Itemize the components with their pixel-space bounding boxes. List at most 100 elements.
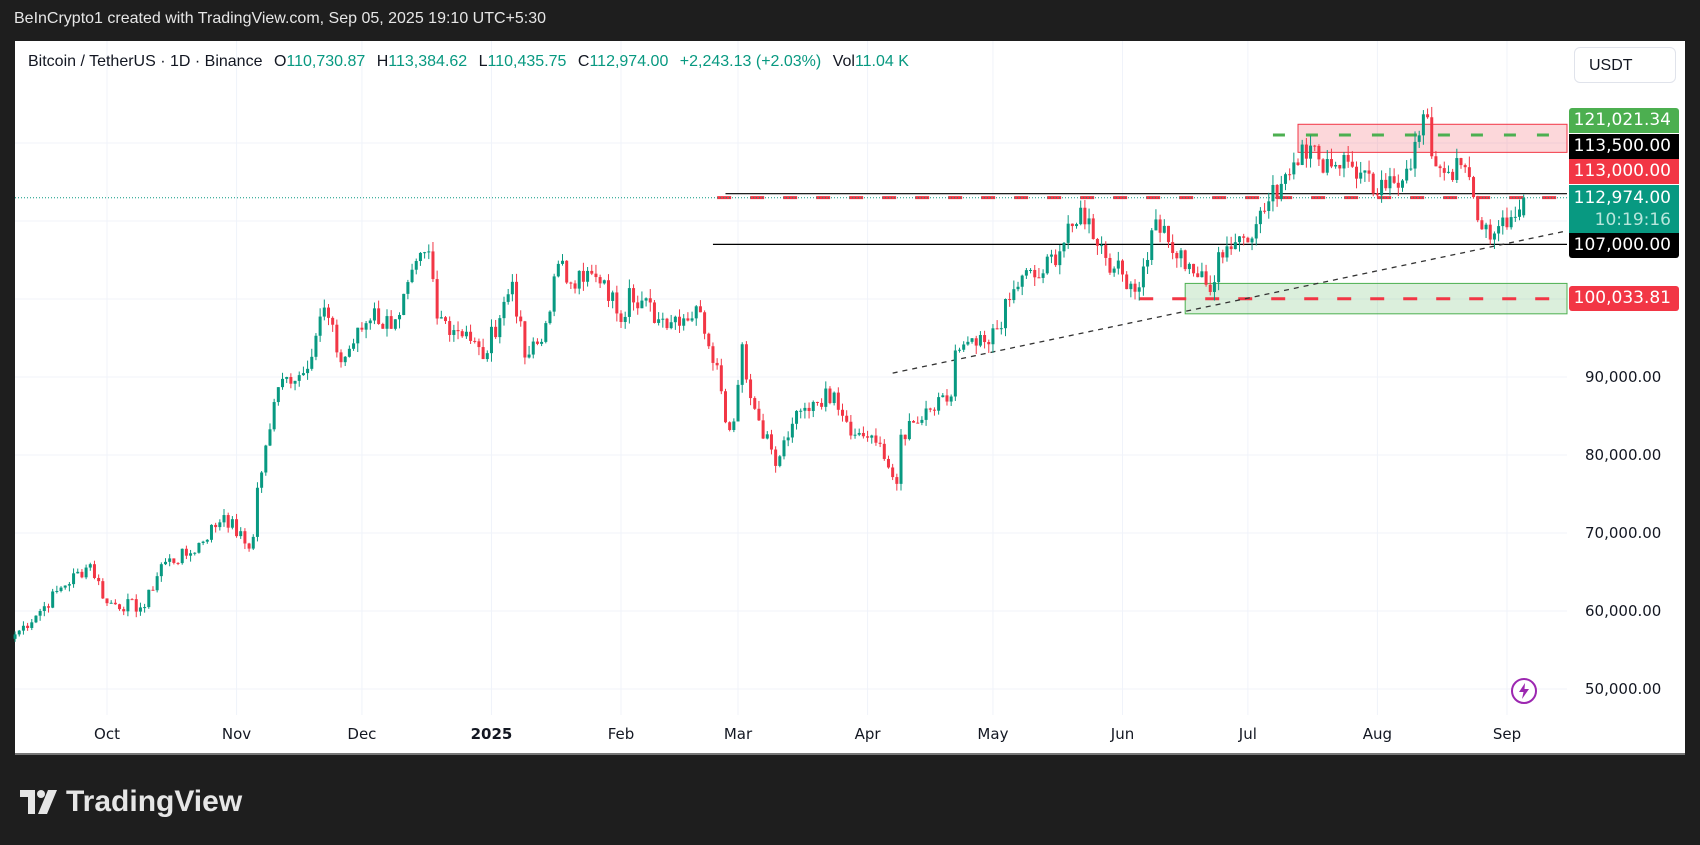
candle-body — [782, 440, 786, 457]
candle-body — [339, 352, 343, 363]
candle-body — [527, 354, 531, 358]
high-value: 113,384.62 — [388, 53, 468, 70]
symbol-legend: Bitcoin / TetherUS · 1D · Binance O110,7… — [28, 53, 909, 71]
candle-body — [552, 276, 556, 312]
candle-body — [765, 434, 769, 439]
candle-body — [1492, 233, 1496, 240]
candle-body — [795, 410, 799, 424]
candle-body — [226, 515, 230, 528]
candle-body — [1150, 230, 1154, 260]
candle-body — [1108, 257, 1112, 273]
candle-body — [636, 302, 640, 309]
candle-body — [159, 564, 163, 577]
candle-body — [732, 421, 736, 431]
candle-body — [97, 577, 101, 582]
candle-body — [598, 277, 602, 284]
candle-body — [38, 611, 42, 616]
candle-body — [1392, 176, 1396, 183]
candle-body — [1338, 164, 1342, 169]
candle-body — [1396, 182, 1400, 188]
candle-body — [619, 313, 623, 323]
candle-body — [21, 625, 25, 631]
candle-body — [498, 318, 502, 338]
candle-body — [59, 587, 63, 591]
candle-body — [1321, 159, 1325, 173]
candle-body — [1275, 184, 1279, 200]
candle-body — [611, 292, 615, 301]
candle-body — [1304, 144, 1308, 159]
candle-body — [314, 335, 318, 357]
candle-body — [326, 307, 330, 318]
candle-body — [1472, 177, 1476, 198]
candle-body — [515, 281, 519, 317]
candle-body — [1430, 117, 1434, 157]
candle-body — [719, 365, 723, 392]
candle-body — [1497, 226, 1501, 234]
candle-body — [255, 487, 259, 537]
candle-body — [920, 419, 924, 423]
candle-body — [1087, 218, 1091, 225]
candle-body — [1238, 236, 1242, 243]
candle-body — [46, 606, 50, 608]
candle-body — [807, 407, 811, 412]
candle-body — [1509, 217, 1513, 228]
symbol-name[interactable]: Bitcoin / TetherUS · 1D · Binance — [28, 53, 263, 70]
candle-body — [464, 331, 468, 337]
candle-body — [506, 294, 510, 302]
tradingview-logo[interactable]: TradingView — [20, 785, 242, 819]
candle-body — [448, 321, 452, 335]
trendline — [892, 230, 1566, 374]
candle-body — [72, 573, 76, 585]
candle-body — [205, 539, 209, 542]
open-label: O — [273, 53, 287, 70]
candle-body — [502, 301, 506, 319]
candle-body — [1075, 224, 1079, 227]
candle-body — [1501, 217, 1505, 227]
candle-body — [820, 402, 824, 407]
candle-body — [640, 300, 644, 309]
candle-body — [928, 408, 932, 410]
candle-body — [88, 564, 92, 568]
candle-body — [1058, 251, 1062, 266]
target-price-label: 121,021.34 — [1569, 108, 1679, 133]
candle-body — [168, 558, 172, 562]
candle-body — [385, 316, 389, 329]
candle-body — [1375, 193, 1379, 196]
candle-body — [1313, 145, 1317, 147]
currency-button[interactable]: USDT — [1574, 47, 1676, 83]
candle-body — [1141, 266, 1145, 288]
candle-body — [799, 410, 803, 412]
candle-body — [473, 340, 477, 342]
candle-body — [1029, 269, 1033, 271]
candle-body — [1513, 216, 1517, 218]
candle-body — [866, 436, 870, 438]
candle-body — [235, 519, 239, 537]
candle-body — [1292, 162, 1296, 175]
candle-body — [343, 356, 347, 363]
candle-body — [1104, 245, 1108, 258]
candle-body — [1154, 219, 1158, 231]
candle-body — [1066, 223, 1070, 243]
candle-body — [510, 281, 514, 295]
candle-body — [63, 585, 67, 588]
chart-panel[interactable] — [15, 41, 1685, 755]
candle-body — [443, 317, 447, 322]
lightning-icon[interactable] — [1510, 677, 1538, 705]
candle-body — [230, 519, 234, 528]
candle-body — [34, 615, 38, 623]
candle-body — [331, 317, 335, 325]
candle-body — [1100, 245, 1104, 247]
candle-body — [845, 415, 849, 422]
candle-body — [1480, 220, 1484, 230]
candle-body — [665, 318, 669, 329]
candle-body — [632, 288, 636, 303]
candle-body — [113, 602, 117, 605]
candle-body — [565, 260, 569, 283]
candle-body — [874, 435, 878, 443]
candle-body — [377, 308, 381, 324]
candle-body — [882, 443, 886, 459]
tradingview-logo-icon — [20, 790, 57, 814]
candle-body — [1271, 184, 1275, 202]
candle-body — [268, 429, 272, 446]
